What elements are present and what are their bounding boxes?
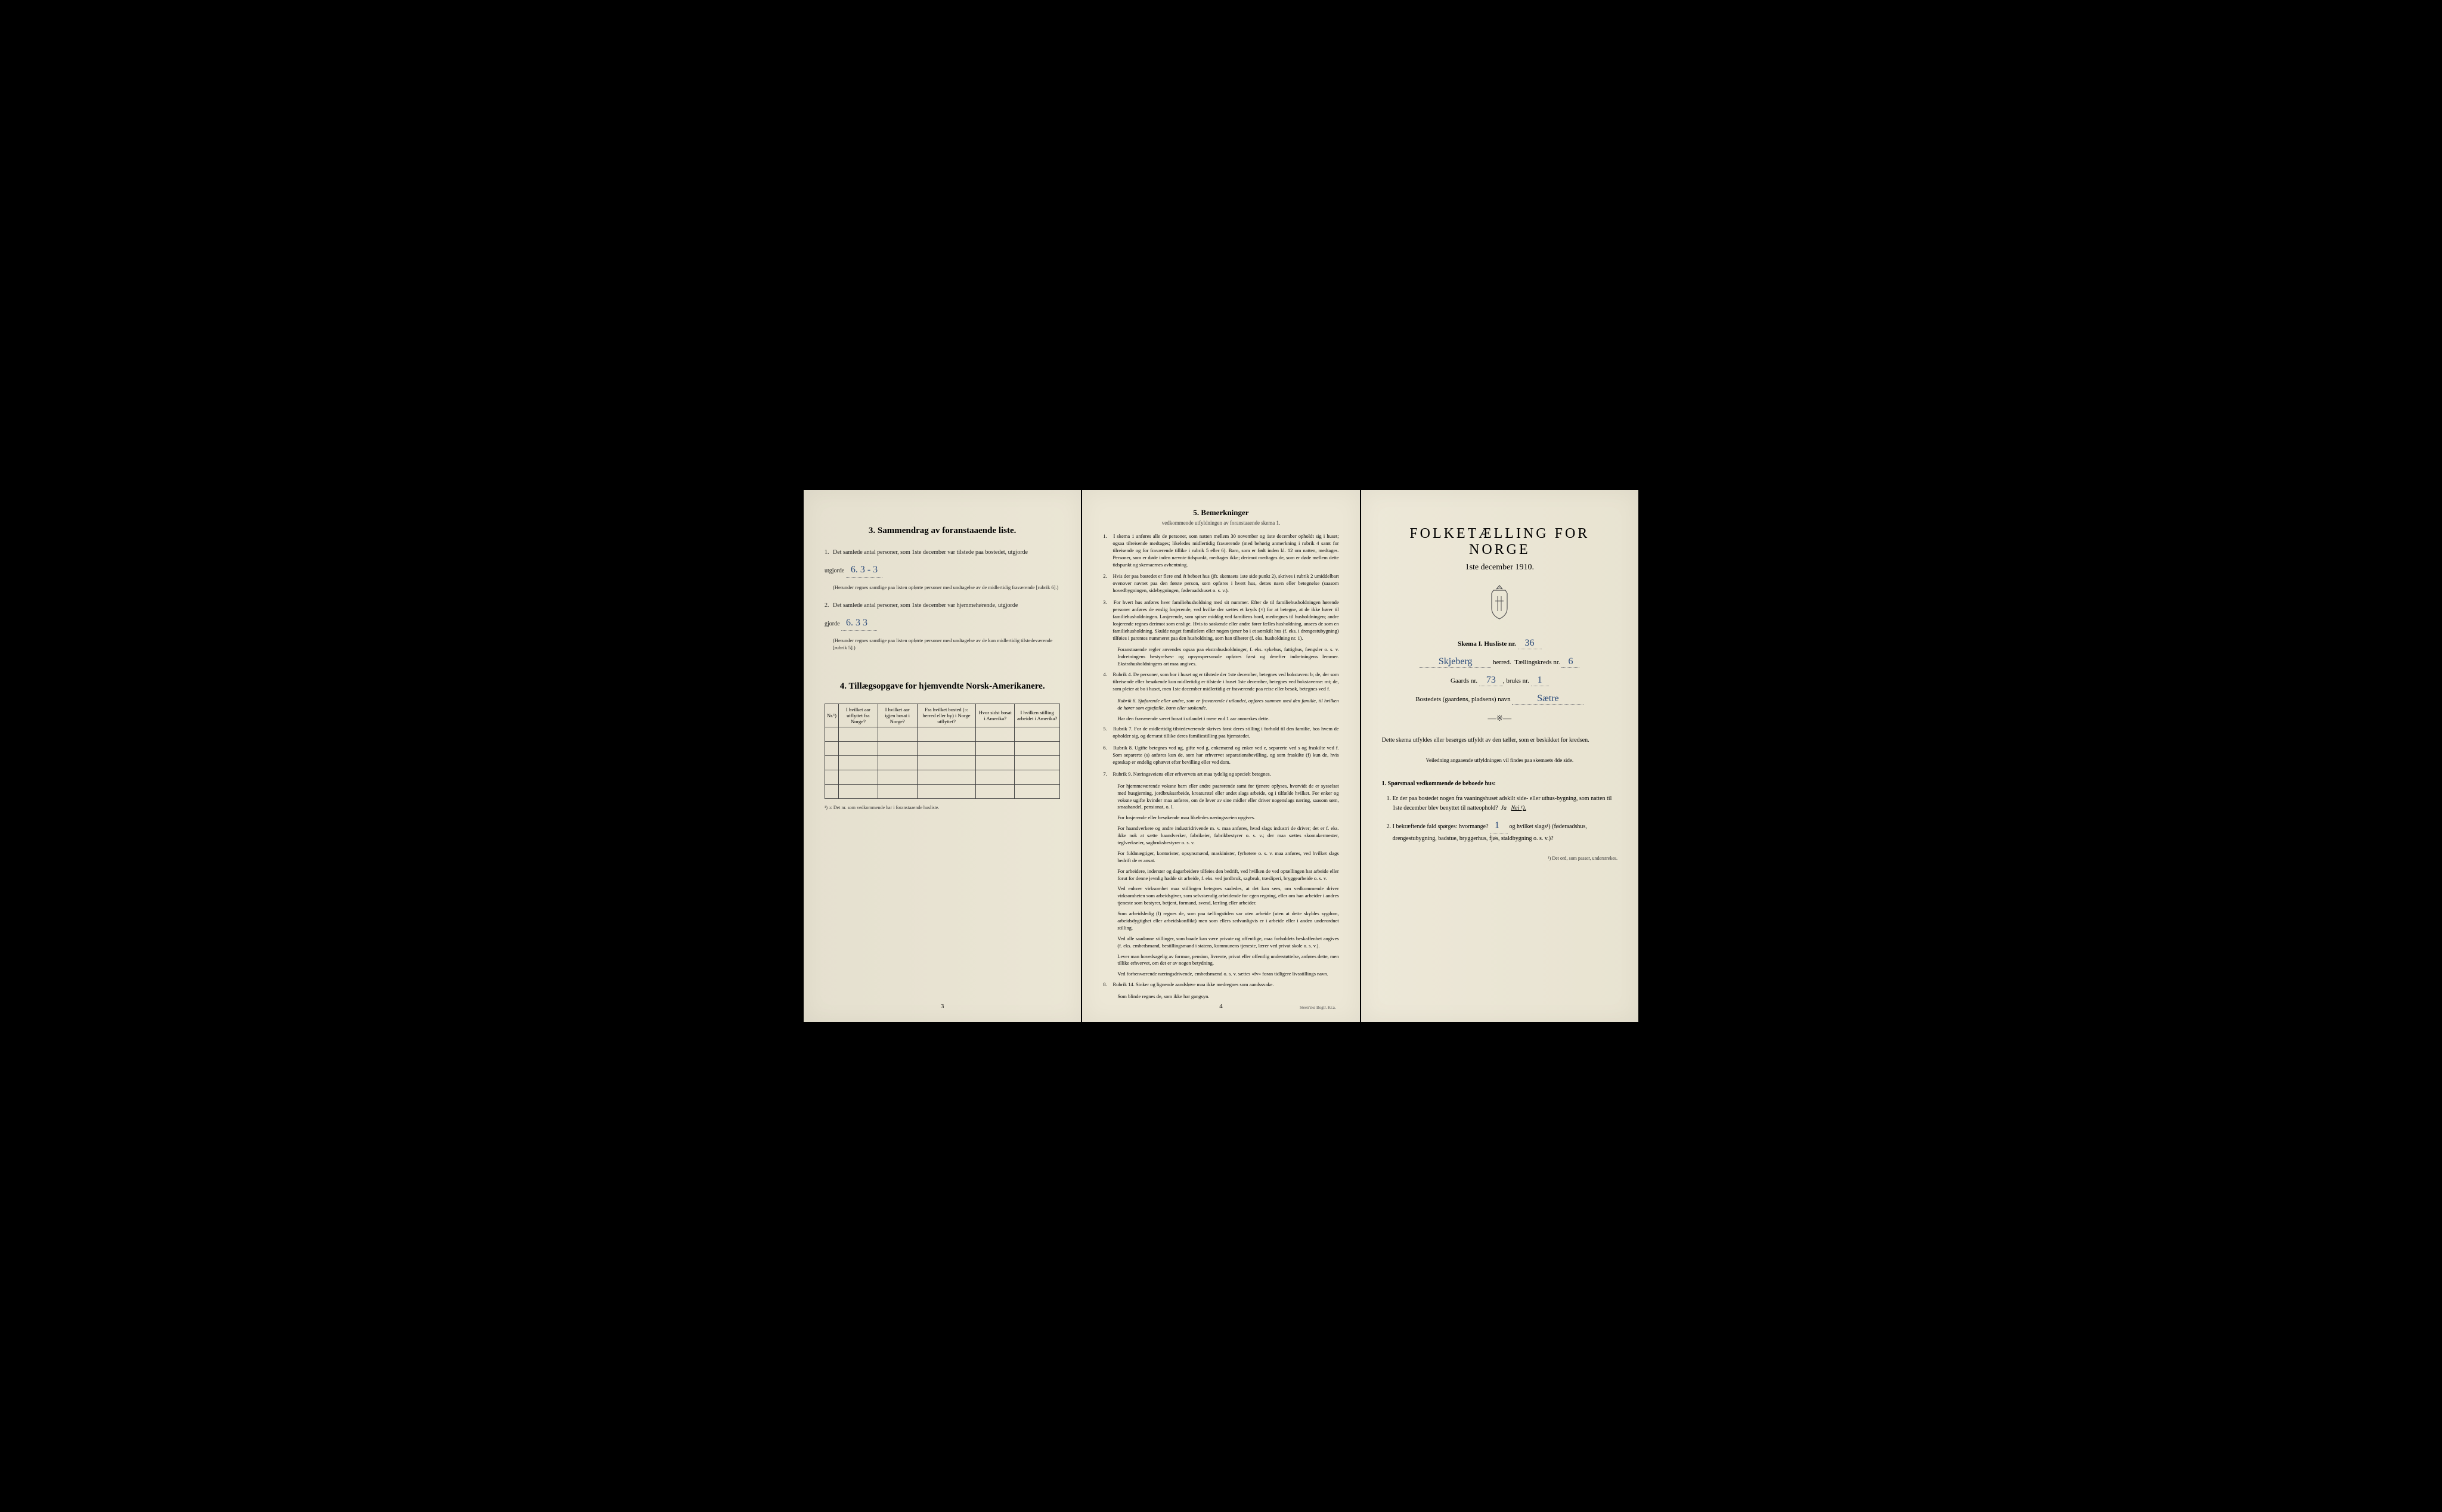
- remark-7: 7. Rubrik 9. Næringsveiens eller erhverv…: [1103, 771, 1338, 778]
- remark-1: 1. I skema 1 anføres alle de personer, s…: [1103, 533, 1338, 568]
- page-1-cover: FOLKETÆLLING FOR NORGE 1ste december 191…: [1361, 490, 1638, 1022]
- husliste-nr: 36: [1518, 638, 1542, 649]
- section-3-title: 3. Sammendrag av foranstaaende liste.: [825, 526, 1060, 536]
- printer-mark: Steen'ske Bogtr. Kr.a.: [1300, 1005, 1336, 1010]
- bruks-nr: 1: [1531, 675, 1549, 686]
- remark-8: 8. Rubrik 14. Sinker og lignende aandslø…: [1103, 981, 1338, 989]
- question-1: Er der paa bostedet nogen fra vaaningshu…: [1393, 794, 1617, 813]
- question-header: 1. Spørsmaal vedkommende de beboede hus:: [1382, 779, 1617, 788]
- th-bosat: I hvilket aar igjen bosat i Norge?: [878, 704, 917, 727]
- th-utflyttet: I hvilket aar utflyttet fra Norge?: [839, 704, 878, 727]
- gaards-line: Gaards nr. 73, bruks nr. 1: [1382, 675, 1617, 686]
- coat-of-arms: [1382, 584, 1617, 623]
- th-bosted: Fra hvilket bosted (ɔ: herred eller by) …: [917, 704, 976, 727]
- item-2-value: 6. 3 3: [841, 616, 877, 631]
- remark-7-sub-2: For haandverkere og andre industridriven…: [1103, 825, 1338, 847]
- remark-3-sub: Foranstaaende regler anvendes ogsaa paa …: [1103, 646, 1338, 668]
- table-row: [825, 770, 1060, 785]
- kreds-nr: 6: [1561, 656, 1579, 668]
- table-row: [825, 742, 1060, 756]
- bosted-name: Sætre: [1512, 693, 1583, 705]
- herred-line: Skjeberg herred. Tællingskreds nr. 6: [1382, 656, 1617, 668]
- instruction-2: Veiledning angaaende utfyldningen vil fi…: [1382, 757, 1617, 765]
- remark-4: 4. Rubrik 4. De personer, som bor i huse…: [1103, 671, 1338, 693]
- table-row: [825, 727, 1060, 742]
- remark-8-sub: Som blinde regnes de, som ikke har gangs…: [1103, 993, 1338, 1000]
- instruction-1: Dette skema utfyldes eller besørges utfy…: [1382, 736, 1617, 745]
- census-date: 1ste december 1910.: [1382, 563, 1617, 572]
- skema-line: Skema I. Husliste nr. 36: [1382, 638, 1617, 649]
- page-3: 3. Sammendrag av foranstaaende liste. 1.…: [804, 490, 1081, 1022]
- remark-7-sub-5: Ved enhver virksomhet maa stillingen bet…: [1103, 885, 1338, 907]
- page-number: 4: [1219, 1003, 1223, 1010]
- page-number: 3: [941, 1003, 944, 1010]
- remark-6: 6. Rubrik 8. Ugifte betegnes ved ug, gif…: [1103, 745, 1338, 766]
- crest-icon: [1485, 584, 1514, 620]
- page-4: 5. Bemerkninger vedkommende utfyldningen…: [1082, 490, 1359, 1022]
- table-footnote: ¹) ɔ: Det nr. som vedkommende har i fora…: [825, 805, 1060, 810]
- census-title: FOLKETÆLLING FOR NORGE: [1382, 526, 1617, 558]
- herred-name: Skjeberg: [1420, 656, 1491, 668]
- remark-7-sub-7: Ved alle saadanne stillinger, som baade …: [1103, 935, 1338, 950]
- table-row: [825, 785, 1060, 799]
- remarks-title: 5. Bemerkninger: [1103, 508, 1338, 518]
- th-amerika: Hvor sidst bosat i Amerika?: [976, 704, 1014, 727]
- q2-value: 1: [1490, 818, 1508, 834]
- table-row: [825, 756, 1060, 770]
- document-spread: 3. Sammendrag av foranstaaende liste. 1.…: [804, 490, 1638, 1022]
- item-1: 1.Det samlede antal personer, som 1ste d…: [825, 548, 1060, 557]
- section-4-title: 4. Tillægsopgave for hjemvendte Norsk-Am…: [825, 681, 1060, 692]
- question-2: I bekræftende fald spørges: hvormange? 1…: [1393, 818, 1617, 844]
- item-2: 2.Det samlede antal personer, som 1ste d…: [825, 601, 1060, 610]
- remark-7-sub-3: For fuldmægtiger, kontorister, opsynsmæn…: [1103, 850, 1338, 865]
- remark-4-sub-a: Rubrik 6. Sjøfarende eller andre, som er…: [1103, 698, 1338, 712]
- remark-7-sub-1: For losjerende eller besøkende maa likel…: [1103, 814, 1338, 822]
- remark-7-sub-0: For hjemmeværende voksne barn eller andr…: [1103, 783, 1338, 811]
- bosted-line: Bostedets (gaardens, pladsens) navn Sætr…: [1382, 693, 1617, 705]
- item-2-note: (Herunder regnes samtlige paa listen opf…: [825, 637, 1060, 652]
- item-2-value-line: gjorde 6. 3 3: [825, 616, 1060, 631]
- item-1-value: 6. 3 - 3: [846, 563, 882, 578]
- remark-2: 2. Hvis der paa bostedet er flere end ét…: [1103, 573, 1338, 594]
- ornament-divider: ―※―: [1382, 714, 1617, 724]
- remark-5: 5. Rubrik 7. For de midlertidig tilstede…: [1103, 726, 1338, 740]
- remark-7-sub-6: Som arbeidsledig (l) regnes de, som paa …: [1103, 910, 1338, 932]
- remark-7-sub-8: Lever man hovedsagelig av formue, pensio…: [1103, 953, 1338, 968]
- emigrant-table: Nr.¹) I hvilket aar utflyttet fra Norge?…: [825, 704, 1060, 799]
- gaards-nr: 73: [1479, 675, 1503, 686]
- remark-3: 3. For hvert hus anføres hver familiehus…: [1103, 599, 1338, 642]
- right-footnote: ¹) Det ord, som passer, understrekes.: [1382, 856, 1617, 861]
- remark-7-sub-4: For arbeidere, inderster og dagarbeidere…: [1103, 868, 1338, 882]
- th-stilling: I hvilken stilling arbeidet i Amerika?: [1014, 704, 1059, 727]
- remark-4-sub-b: Har den fraværende været bosat i utlande…: [1103, 715, 1338, 723]
- item-1-value-line: utgjorde 6. 3 - 3: [825, 563, 1060, 578]
- question-list: Er der paa bostedet nogen fra vaaningshu…: [1382, 794, 1617, 844]
- th-nr: Nr.¹): [825, 704, 839, 727]
- remarks-subtitle: vedkommende utfyldningen av foranstaaend…: [1103, 520, 1338, 526]
- remark-7-sub-9: Ved forhenværende næringsdrivende, embed…: [1103, 971, 1338, 978]
- item-1-note: (Herunder regnes samtlige paa listen opf…: [825, 584, 1060, 591]
